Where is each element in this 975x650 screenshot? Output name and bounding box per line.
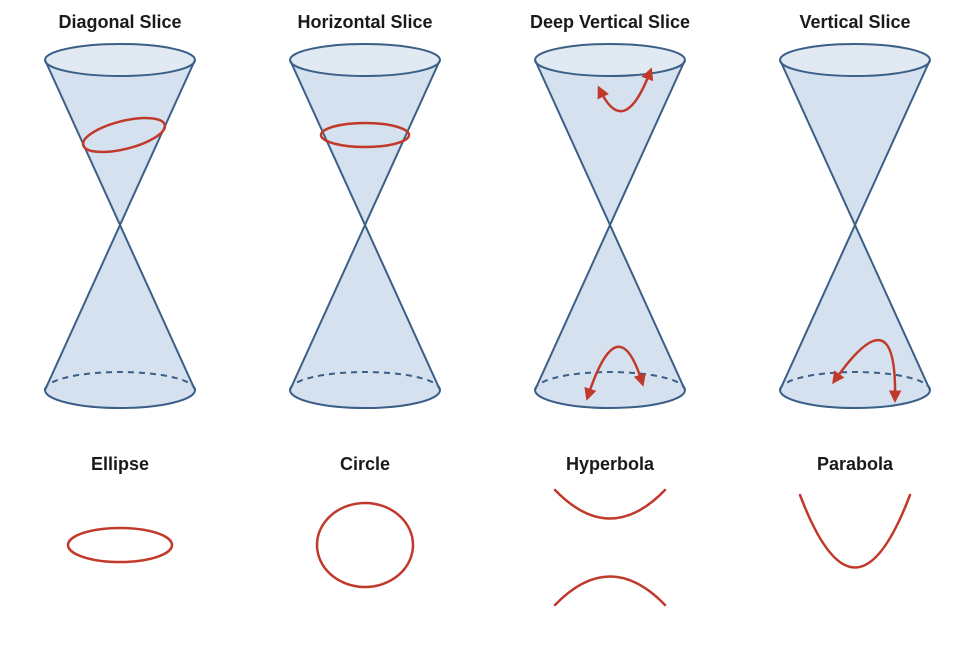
top-label-vertical: Vertical Slice	[799, 12, 910, 32]
top-label-horizontal: Horizontal Slice	[297, 12, 432, 32]
panel-diagonal: Diagonal Slice Ellipse	[45, 12, 195, 562]
bottom-label-vertical: Parabola	[817, 454, 894, 474]
top-label-diagonal: Diagonal Slice	[58, 12, 181, 32]
bottom-label-horizontal: Circle	[340, 454, 390, 474]
top-label-deep-vertical: Deep Vertical Slice	[530, 12, 690, 32]
bottom-label-diagonal: Ellipse	[91, 454, 149, 474]
conic-sections-svg: Diagonal Slice Ellipse Horizontal Slice Cir…	[0, 0, 975, 650]
panel-horizontal: Horizontal Slice Circle	[290, 12, 440, 587]
figure-container: Diagonal Slice Ellipse Horizontal Slice Cir…	[0, 0, 975, 650]
panel-vertical: Vertical Slice Parabola	[780, 12, 930, 568]
bottom-label-deep-vertical: Hyperbola	[566, 454, 655, 474]
panel-deep-vertical: Deep Vertical Slice Hyperbola	[530, 12, 690, 605]
